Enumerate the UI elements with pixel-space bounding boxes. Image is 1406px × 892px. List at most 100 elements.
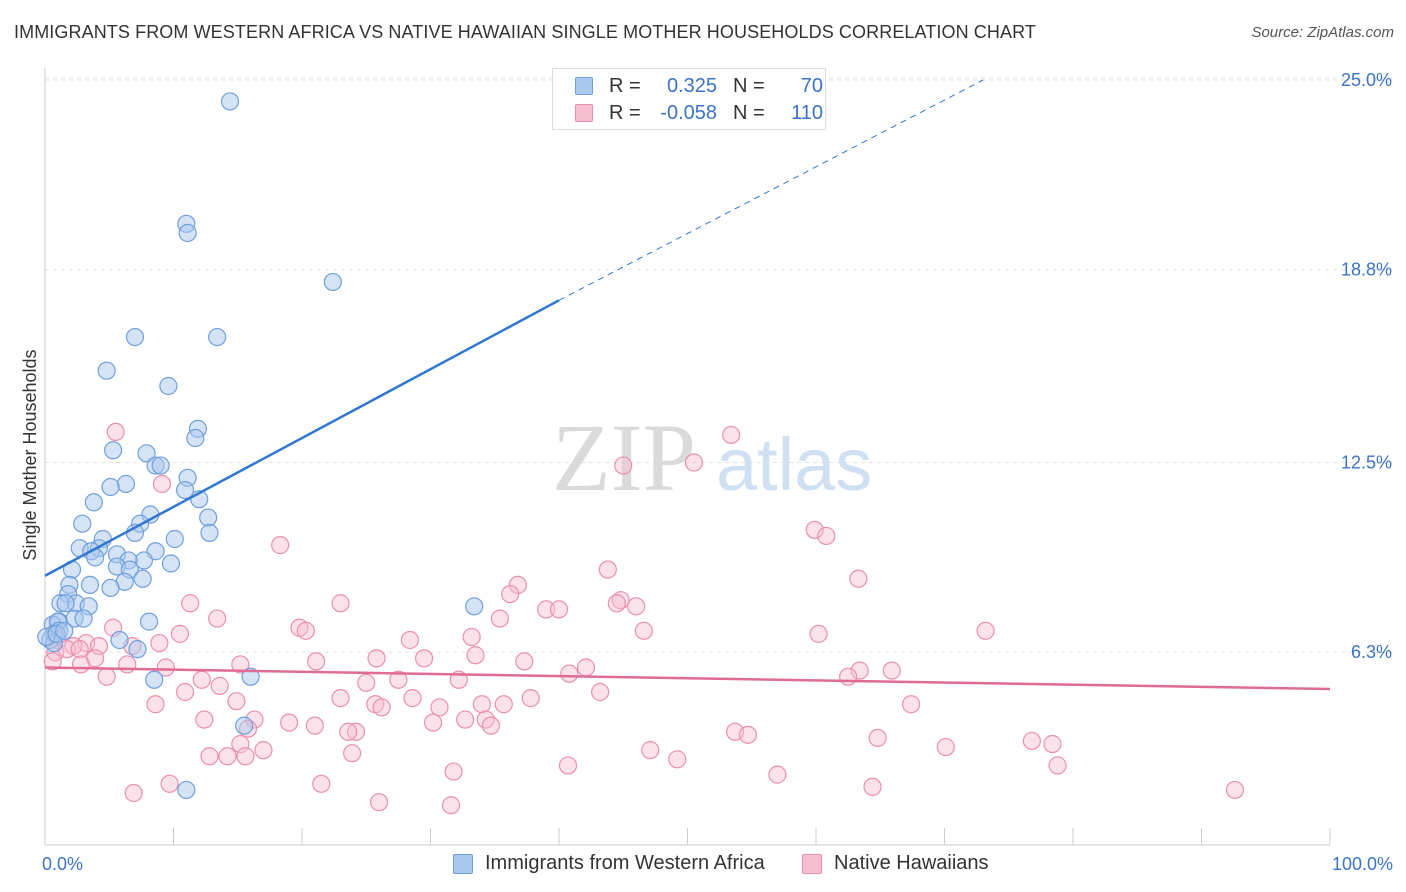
watermark-atlas: atlas [716,423,872,506]
pink-data-point [370,793,389,812]
blue-data-point [125,327,145,347]
pink-data-point [576,658,596,677]
blue-data-point [104,441,123,460]
pink-data-point [466,646,485,665]
pink-data-point [170,624,190,643]
blue-data-point [74,609,93,628]
tick-labels: 6.3% 12.5% 18.8% 25.0% 0.0% 100.0% [42,70,1393,874]
pink-data-point [195,710,214,729]
pink-data-point [200,747,219,766]
pink-data-point [208,609,227,628]
blue-data-point [165,529,184,549]
source-label: Source: ZipAtlas.com [1251,24,1394,41]
blue-data-point [133,569,152,588]
pink-data-point [456,710,475,729]
blue-data-point [116,474,136,494]
pink-trend-line [44,666,1331,691]
pink-data-point [481,716,500,735]
blue-data-point [178,223,197,243]
pink-data-point [598,560,617,579]
trend-lines [44,79,1331,691]
blue-data-point [137,444,156,463]
pink-data-point [400,630,420,650]
blue-data-point [80,575,100,595]
blue-data-point [145,670,164,689]
watermark: ZIP atlas [552,404,872,511]
pink-data-point [626,597,646,616]
pink-data-point [236,747,255,766]
pink-data-point [444,762,463,781]
pink-data-point [160,774,179,793]
pink-data-point [192,670,211,689]
pink-data-point [331,594,350,613]
pink-data-point [976,621,995,640]
blue-data-point [55,621,74,640]
pink-data-point [1043,734,1062,754]
pink-data-point [305,716,324,735]
blue-data-point [101,477,120,497]
pink-data-point [882,661,901,680]
pink-data-point [515,652,534,671]
pink-data-point [150,633,169,653]
pink-data-point [863,777,882,796]
pink-data-point [357,673,376,692]
pink-data-point [423,713,443,732]
blue-data-point [220,92,240,111]
blue-data-point [101,578,120,598]
pink-data-point [175,682,195,702]
pink-data-point [472,695,491,714]
pink-data-point [1022,731,1041,751]
pink-data-point [849,569,868,588]
pink-data-point [537,600,556,619]
correlation-legend: R = 0.325 N = 70 R = -0.058 N = 110 [552,68,826,130]
pink-data-point [850,661,869,680]
pink-data-point [684,453,704,472]
pink-data-point [118,655,137,674]
pink-data-point [722,425,741,445]
pink-data-point [490,609,509,628]
blue-data-point [73,514,92,533]
y-tick-label: 12.5% [1341,453,1392,473]
x-tick-label: 0.0% [42,854,83,874]
pink-data-point [462,627,481,647]
pink-data-point [70,640,89,659]
axes [44,68,1331,846]
pink-data-point [210,676,229,695]
legend-r-value: -0.058 [660,102,717,124]
pink-data-point [346,722,366,741]
blue-trend-extension [558,79,984,301]
legend-swatch-pink [575,104,593,122]
bottom-legend-label-pink: Native Hawaiians [834,852,989,874]
blue-data-point [465,597,484,616]
legend-n-value: 110 [791,102,823,124]
legend-n-value: 70 [800,75,823,97]
pink-data-point [839,667,858,686]
blue-trend-line [44,299,560,577]
x-tick-label: 100.0% [1332,854,1393,874]
pink-data-point [441,796,461,815]
legend-r-value: 0.325 [666,75,717,97]
pink-data-point [227,692,246,711]
pink-data-point [280,713,299,732]
pink-data-point [146,695,165,714]
pink-data-point [560,664,579,683]
blue-data-point [159,376,178,396]
pink-data-point [97,667,116,686]
pink-data-point [296,621,315,640]
pink-data-point [805,520,824,539]
pink-data-point [936,737,955,757]
blue-data-point [235,716,254,735]
pink-data-point [231,655,250,674]
pink-data-point [1225,780,1245,800]
pink-data-point [634,621,653,640]
pink-data-point [331,689,350,708]
blue-data-point [186,428,205,448]
pink-data-point [549,600,569,619]
pink-data-point [156,658,175,677]
pink-data-point [339,722,358,741]
pink-data-point [614,456,633,475]
pink-data-point [501,584,520,604]
pink-data-point [414,649,434,668]
pink-data-point [1048,756,1067,775]
blue-data-point [208,327,227,347]
